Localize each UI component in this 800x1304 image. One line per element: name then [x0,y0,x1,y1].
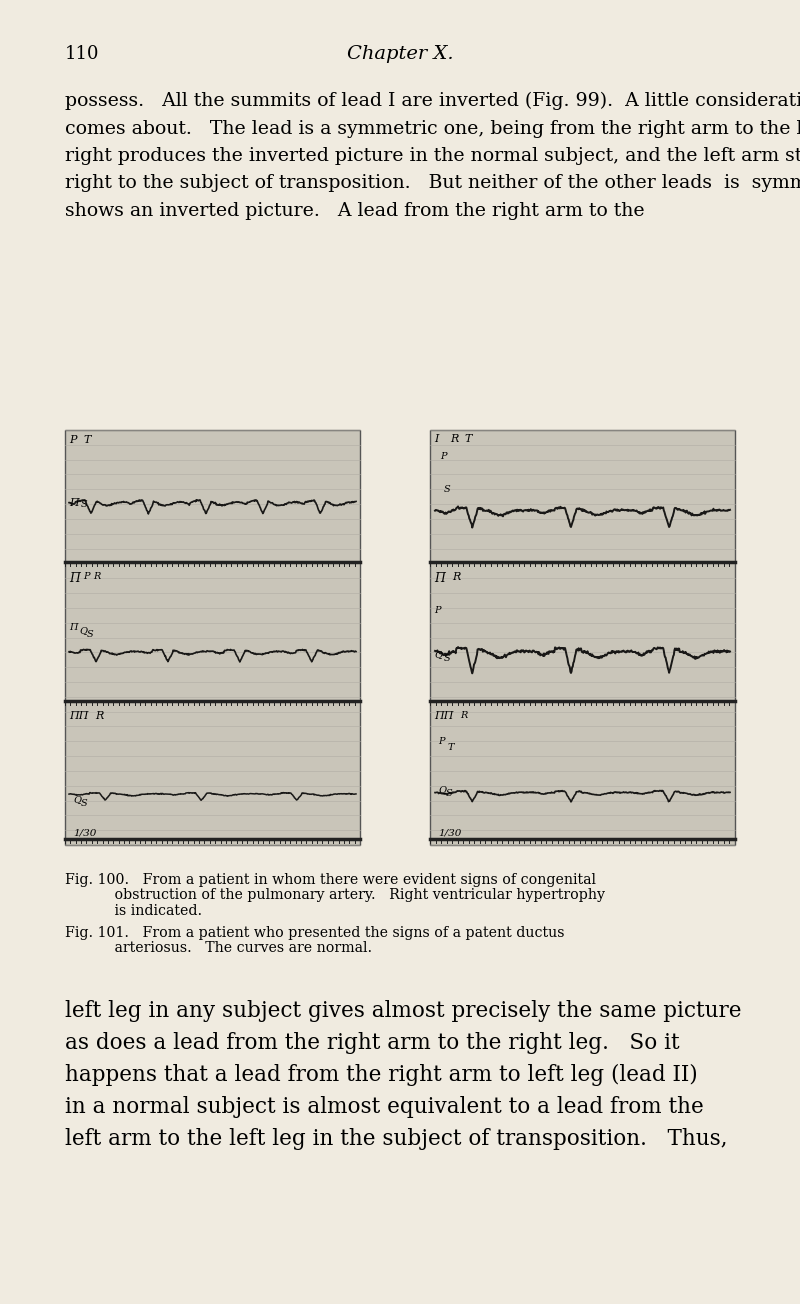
Text: Π: Π [69,572,80,585]
Text: R: R [452,572,460,583]
Text: arteriosus.   The curves are normal.: arteriosus. The curves are normal. [65,941,372,955]
Text: ΠΠ: ΠΠ [434,711,454,721]
Text: P: P [69,436,77,445]
Text: S: S [87,630,94,639]
Text: Q: Q [438,785,446,794]
Text: Π: Π [434,572,445,585]
Text: happens that a lead from the right arm to left leg (lead II): happens that a lead from the right arm t… [65,1064,698,1086]
Text: Fig. 101.   From a patient who presented the signs of a patent ductus: Fig. 101. From a patient who presented t… [65,926,565,939]
Text: S: S [444,655,450,664]
Text: P: P [438,737,445,746]
Text: obstruction of the pulmonary artery.   Right ventricular hypertrophy: obstruction of the pulmonary artery. Rig… [65,888,605,902]
Text: possess.   All the summits of lead I are inverted (Fig. 99).  A little considera: possess. All the summits of lead I are i… [65,93,800,111]
Text: T: T [448,743,454,751]
Text: S: S [444,485,450,494]
Text: R: R [460,711,467,720]
Text: right produces the inverted picture in the normal subject, and the left arm stan: right produces the inverted picture in t… [65,147,800,166]
Text: R: R [95,711,103,721]
Text: S: S [81,499,88,509]
Text: 110: 110 [65,46,99,63]
Text: R: R [450,434,458,443]
Text: left leg in any subject gives almost precisely the same picture: left leg in any subject gives almost pre… [65,1000,742,1022]
Text: Π: Π [69,498,78,509]
Text: as does a lead from the right arm to the right leg.   So it: as does a lead from the right arm to the… [65,1031,680,1054]
Text: Q: Q [73,794,81,803]
Text: S: S [446,789,453,798]
Text: Q: Q [434,651,442,660]
Text: right to the subject of transposition.   But neither of the other leads  is  sym: right to the subject of transposition. B… [65,175,800,193]
Text: comes about.   The lead is a symmetric one, being from the right arm to the left: comes about. The lead is a symmetric one… [65,120,800,137]
Text: P: P [83,572,90,582]
Text: P: P [440,452,446,462]
Text: S: S [81,798,88,807]
Text: Π: Π [69,623,78,632]
Text: T: T [464,434,471,443]
Text: I: I [434,434,438,443]
Text: left arm to the left leg in the subject of transposition.   Thus,: left arm to the left leg in the subject … [65,1128,727,1150]
Text: P: P [434,606,441,615]
Text: Fig. 100.   From a patient in whom there were evident signs of congenital: Fig. 100. From a patient in whom there w… [65,872,596,887]
Text: shows an inverted picture.   A lead from the right arm to the: shows an inverted picture. A lead from t… [65,202,645,220]
Text: R: R [93,572,100,582]
Text: in a normal subject is almost equivalent to a lead from the: in a normal subject is almost equivalent… [65,1095,704,1118]
Text: Chapter X.: Chapter X. [346,46,454,63]
Text: T: T [83,436,90,445]
Text: is indicated.: is indicated. [65,904,202,918]
Text: Q: Q [79,626,87,635]
Text: ΠΠ: ΠΠ [69,711,89,721]
Text: 1/30: 1/30 [73,828,96,837]
Bar [430,430,735,845]
Bar [65,430,360,845]
Text: 1/30: 1/30 [438,828,462,837]
